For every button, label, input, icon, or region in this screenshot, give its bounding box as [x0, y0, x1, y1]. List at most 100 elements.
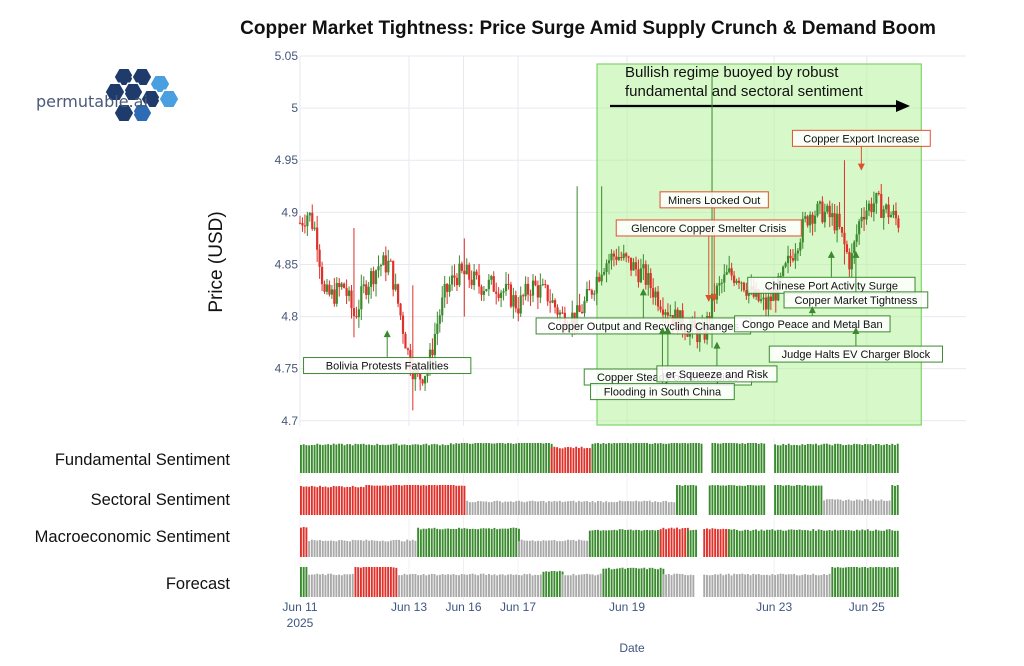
candle-body	[831, 213, 834, 218]
sentiment-bar	[567, 501, 569, 515]
sentiment-bar	[771, 529, 774, 557]
sentiment-bar	[368, 540, 371, 557]
sentiment-bar	[577, 574, 580, 597]
sentiment-bar	[553, 539, 556, 557]
candle-body	[644, 264, 647, 285]
sentiment-bar	[793, 485, 796, 515]
sentiment-bar	[526, 540, 529, 557]
logo-hexagon-5	[158, 89, 180, 109]
sentiment-bar	[411, 444, 414, 473]
candle-body	[320, 266, 324, 285]
annotation-label: Bolivia Protests Fatalities	[326, 361, 449, 373]
candle-body	[838, 213, 841, 228]
sentiment-bar	[678, 573, 681, 597]
sentiment-bar	[545, 540, 548, 557]
sentiment-bar	[518, 575, 520, 597]
sentiment-bar	[518, 500, 520, 515]
sentiment-bar	[384, 541, 387, 557]
sentiment-bar	[458, 527, 460, 557]
sentiment-bar	[373, 445, 376, 473]
sentiment-bar	[894, 485, 896, 515]
sentiment-bar	[869, 444, 872, 473]
sentiment-bar	[804, 530, 807, 557]
sentiment-bar	[610, 569, 613, 597]
sentiment-bar	[509, 443, 512, 473]
sentiment-bar	[662, 527, 665, 557]
sentiment-bar	[640, 501, 643, 515]
sentiment-bar	[523, 540, 526, 557]
sentiment-bar	[716, 485, 719, 515]
sentiment-bar	[629, 529, 632, 557]
sentiment-bar	[338, 486, 341, 515]
sentiment-bar	[441, 574, 444, 597]
sentiment-bar	[637, 530, 640, 557]
sentiment-bar	[359, 567, 362, 597]
candle-body	[372, 271, 375, 285]
sentiment-bar	[381, 485, 384, 515]
sentiment-bar	[703, 574, 706, 597]
sentiment-bar	[804, 444, 807, 473]
sentiment-bar	[403, 541, 406, 557]
sentiment-bar	[534, 501, 537, 515]
sentiment-bar	[362, 540, 365, 557]
sentiment-bar	[621, 567, 624, 597]
sentiment-bar	[741, 573, 744, 597]
sentiment-bar	[327, 487, 330, 515]
candle-body	[411, 370, 414, 380]
annotation-box	[303, 357, 472, 375]
sentiment-bar	[885, 443, 888, 473]
sentiment-bar	[485, 528, 488, 557]
sentiment-bar	[351, 573, 354, 597]
sentiment-bar	[847, 444, 850, 473]
sentiment-bar	[722, 443, 725, 473]
candle-body	[333, 289, 336, 304]
sentiment-bar	[613, 443, 616, 473]
sentiment-bar	[741, 485, 744, 515]
sentiment-bar	[825, 530, 828, 557]
y-tick-label: 5	[291, 101, 298, 115]
sentiment-bar	[384, 445, 387, 473]
sentiment-bar	[329, 573, 332, 597]
sentiment-bar	[534, 541, 537, 557]
candle-body	[313, 227, 316, 229]
sentiment-bar	[684, 574, 687, 597]
sentiment-bar	[422, 573, 425, 597]
sentiment-bar	[656, 501, 659, 515]
sentiment-bar	[409, 485, 411, 515]
candle-body	[387, 260, 390, 273]
sentiment-bar	[684, 443, 687, 473]
candle-body	[423, 376, 427, 384]
candle-body	[536, 285, 539, 298]
sentiment-bar	[616, 530, 618, 557]
candle-body	[318, 249, 321, 267]
candle-body	[531, 280, 535, 296]
sentiment-bar	[430, 444, 433, 473]
candle-body	[352, 308, 356, 317]
sentiment-bar	[624, 529, 627, 557]
sentiment-bar	[310, 539, 313, 557]
sentiment-bar	[757, 485, 760, 515]
sentiment-bar	[447, 574, 450, 597]
sentiment-bar	[515, 443, 518, 473]
sentiment-bar	[738, 443, 741, 473]
sentiment-bar	[556, 447, 559, 473]
sentiment-bar	[760, 485, 763, 515]
sentiment-bar	[605, 501, 608, 515]
sentiment-bar	[804, 485, 807, 515]
candle-body	[639, 268, 642, 283]
sentiment-bar	[763, 530, 766, 557]
sentiment-bar	[599, 501, 602, 515]
sentiment-bar	[727, 529, 730, 557]
sentiment-bar	[515, 527, 518, 557]
candle-body	[720, 282, 723, 284]
sentiment-bar	[518, 443, 520, 473]
candle-body	[512, 295, 515, 307]
candle-body	[757, 289, 760, 301]
logo-hexagon-1	[131, 67, 153, 87]
candle-body	[826, 205, 829, 212]
sentiment-bar	[389, 567, 392, 597]
sentiment-bar	[485, 443, 488, 473]
sentiment-bar	[665, 574, 668, 597]
sentiment-bar	[403, 573, 406, 597]
sentiment-bar	[545, 443, 548, 473]
